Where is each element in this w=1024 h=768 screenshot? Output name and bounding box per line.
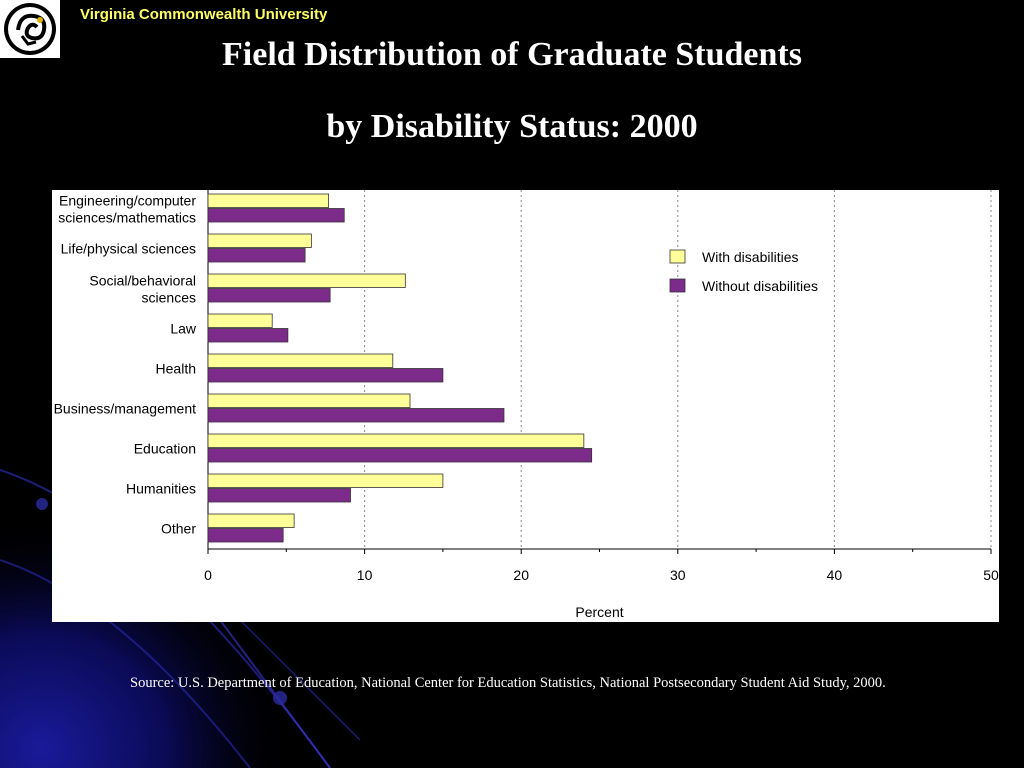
category-label: Life/physical sciences (61, 241, 196, 257)
bar-with-disabilities (207, 193, 329, 208)
legend-swatch (669, 278, 686, 293)
bar-with-disabilities (207, 433, 585, 448)
slide-title-line2: by Disability Status: 2000 (326, 108, 698, 145)
category-label: Education (134, 441, 196, 457)
ram-logo-icon (4, 3, 56, 55)
x-tick-label: 30 (670, 567, 686, 583)
bar-without-disabilities (207, 288, 331, 303)
x-axis-label: Percent (575, 604, 623, 620)
bar-with-disabilities (207, 233, 312, 248)
bar-with-disabilities (207, 473, 444, 488)
category-label: Engineering/computer (59, 193, 196, 209)
source-note: Source: U.S. Department of Education, Na… (130, 675, 886, 691)
bar-without-disabilities (207, 328, 289, 343)
chart-panel: 0 10 20 30 40 50 Percent Engineering/computer sc… (52, 190, 999, 622)
bar-without-disabilities (207, 408, 505, 423)
category-label: Business/management (54, 401, 197, 417)
x-tick-label: 50 (983, 567, 999, 583)
category-label: Humanities (126, 481, 196, 497)
x-tick-label: 10 (357, 567, 373, 583)
slide-title-line1: Field Distribution of Graduate Students (222, 36, 802, 73)
category-label: Law (170, 321, 197, 337)
bar-chart: 0 10 20 30 40 50PercentEngineering/computersc… (54, 190, 999, 620)
x-tick-label: 40 (827, 567, 843, 583)
bar-with-disabilities (207, 393, 411, 408)
bar-with-disabilities (207, 513, 295, 528)
category-label: Health (156, 361, 196, 377)
bar-without-disabilities (207, 368, 444, 383)
category-label: Other (161, 521, 196, 537)
x-tick-label: 0 (204, 567, 212, 583)
bar-without-disabilities (207, 528, 284, 543)
bar-without-disabilities (207, 208, 345, 223)
category-label: sciences/mathematics (58, 210, 196, 226)
bar-without-disabilities (207, 248, 306, 263)
bar-with-disabilities (207, 353, 394, 368)
legend-swatch (669, 249, 686, 264)
bar-with-disabilities (207, 313, 273, 328)
legend-label: Without disabilities (702, 278, 818, 294)
x-tick-label: 20 (513, 567, 529, 583)
legend-label: With disabilities (702, 249, 798, 265)
bar-without-disabilities (207, 448, 593, 463)
category-label: sciences (142, 290, 196, 306)
university-name: Virginia Commonwealth University (80, 6, 328, 23)
category-label: Social/behavioral (89, 273, 196, 289)
bar-without-disabilities (207, 488, 351, 503)
university-logo (0, 0, 60, 58)
bar-with-disabilities (207, 273, 406, 288)
